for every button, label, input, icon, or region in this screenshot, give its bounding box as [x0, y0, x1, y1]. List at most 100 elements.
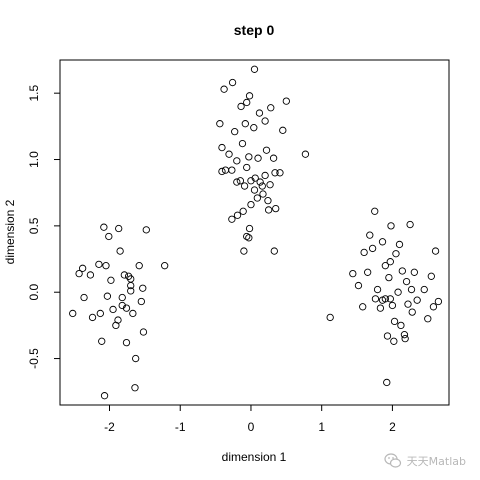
- data-point: [243, 232, 251, 241]
- data-point: [427, 272, 435, 280]
- data-point: [420, 285, 428, 294]
- data-point: [118, 301, 126, 310]
- data-point: [401, 335, 409, 343]
- data-point: [279, 126, 287, 134]
- data-point: [88, 313, 97, 322]
- data-point: [266, 181, 274, 189]
- data-point: [216, 120, 224, 128]
- data-point: [378, 238, 387, 246]
- data-point: [269, 154, 278, 162]
- data-point: [364, 268, 372, 276]
- data-point: [78, 264, 87, 272]
- y-tick-label: 1.5: [27, 85, 41, 102]
- data-points: [69, 65, 443, 400]
- data-point: [245, 234, 253, 242]
- data-point: [262, 146, 271, 154]
- data-point: [98, 337, 106, 345]
- data-point: [255, 109, 264, 117]
- data-point: [245, 224, 254, 233]
- data-point: [368, 244, 377, 253]
- data-point: [127, 287, 135, 295]
- data-point: [354, 281, 363, 290]
- data-point: [220, 85, 228, 93]
- data-point: [218, 167, 226, 176]
- data-point: [237, 102, 245, 111]
- x-tick-label: 2: [389, 420, 396, 434]
- data-point: [387, 222, 395, 230]
- y-axis: -0.5 0.0 0.5 1.0 1.5: [27, 85, 60, 369]
- x-tick-label: 0: [248, 420, 255, 434]
- data-point: [100, 223, 108, 231]
- x-axis-label: dimension 1: [222, 450, 287, 464]
- data-point: [395, 240, 404, 249]
- data-point: [245, 92, 254, 100]
- data-point: [127, 275, 135, 283]
- data-point: [221, 166, 230, 174]
- data-point: [250, 65, 259, 73]
- data-point: [115, 224, 123, 233]
- data-point: [373, 285, 382, 294]
- data-point: [410, 268, 418, 276]
- data-point: [386, 295, 394, 303]
- data-point: [424, 315, 432, 323]
- data-point: [96, 309, 104, 318]
- data-point: [390, 337, 398, 345]
- data-point: [394, 288, 402, 296]
- data-point: [129, 309, 137, 318]
- data-point: [386, 258, 394, 266]
- y-tick-label: 0.0: [27, 284, 41, 301]
- data-point: [253, 194, 261, 202]
- data-point: [228, 166, 236, 174]
- data-point: [135, 262, 143, 270]
- data-point: [231, 128, 239, 136]
- y-tick-label: -0.5: [27, 348, 41, 369]
- data-point: [406, 220, 414, 229]
- data-point: [381, 262, 389, 270]
- data-point: [371, 295, 380, 303]
- data-point: [240, 182, 249, 190]
- data-point: [254, 154, 262, 162]
- data-point: [276, 169, 284, 177]
- x-tick-label: -2: [104, 420, 115, 434]
- data-point: [228, 78, 237, 87]
- data-point: [131, 384, 139, 392]
- data-point: [100, 392, 109, 400]
- data-point: [390, 317, 399, 326]
- data-point: [251, 174, 259, 182]
- data-point: [359, 303, 367, 311]
- data-point: [408, 308, 416, 316]
- data-point: [243, 98, 251, 107]
- data-point: [102, 262, 110, 270]
- data-point: [240, 247, 248, 255]
- data-point: [326, 313, 334, 322]
- data-point: [86, 271, 95, 279]
- data-point: [218, 143, 226, 152]
- data-point: [250, 186, 259, 194]
- data-point: [109, 305, 117, 314]
- data-point: [256, 178, 264, 186]
- data-point: [103, 292, 112, 300]
- data-point: [404, 300, 412, 308]
- data-point: [431, 247, 440, 255]
- data-point: [434, 297, 443, 306]
- data-point: [233, 211, 242, 219]
- plot-frame: [59, 59, 450, 406]
- data-point: [383, 378, 391, 387]
- data-point: [376, 304, 385, 312]
- data-point: [228, 215, 236, 223]
- data-point: [80, 293, 88, 302]
- data-point: [233, 178, 241, 186]
- x-tick-label: -1: [175, 420, 186, 434]
- data-point: [258, 182, 266, 190]
- data-point: [137, 297, 145, 306]
- data-point: [264, 197, 272, 205]
- data-point: [366, 231, 374, 239]
- y-tick-label: 1.0: [27, 151, 41, 168]
- y-axis-label: dimension 2: [3, 199, 17, 264]
- data-point: [236, 177, 245, 185]
- data-point: [225, 150, 233, 158]
- data-point: [383, 332, 392, 340]
- data-point: [139, 328, 148, 336]
- data-point: [139, 284, 147, 292]
